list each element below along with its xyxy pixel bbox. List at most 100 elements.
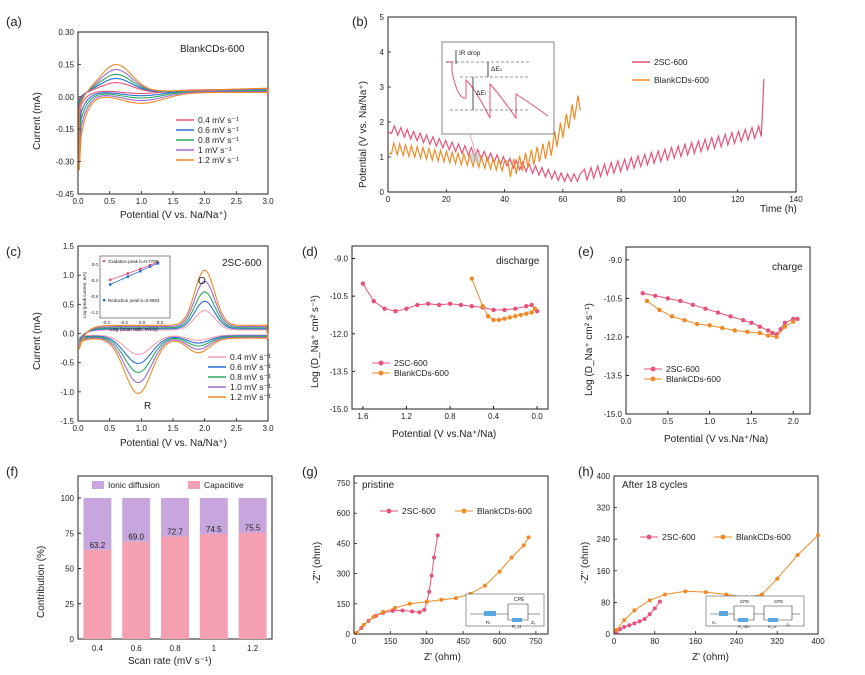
panel-g-ytick-label-3: 450 [337,539,351,548]
panel-e-legend-marker-0 [650,366,656,372]
panel-f-bar-label-4: 75.5 [245,524,261,533]
panel-e-series-0-point-6 [715,310,721,315]
panel-c-inset-ytick-0: 0.0 [92,262,99,267]
panel-c-inset-ox-point-1 [126,272,130,275]
panel-c-xtick-label-1: 0.5 [104,424,116,433]
panel-d-series-0-point-12 [491,307,496,313]
panel-d-series-1-point-10 [529,310,534,315]
panel-c-title: 2SC-600 [222,258,262,269]
panel-c-inset-red-point-1 [126,275,130,278]
panel-a-xtick-label-1: 0.5 [104,197,116,206]
panel-g-series-1-point-1 [361,622,366,627]
panel-e-series-0-point-3 [678,298,683,304]
panel-a-ytick-label-1: -0.30 [56,158,75,167]
panel-e-series-0-point-5 [703,306,708,311]
panel-b-xtick-label-6: 120 [731,195,745,204]
panel-c-inset-legend-red: Reduction peak b=0.9683 [108,298,160,303]
panel-b-series-1 [387,95,581,178]
panel-e-series-0-point-4 [690,302,696,308]
panel-c-ytick-label-1: -1.0 [60,388,74,397]
panel-e-xtick-label-4: 2.0 [788,417,800,426]
panel-e-series-1-point-10 [765,333,771,338]
panel-c-inset-ylabel: Log (peak current, mA) [82,271,87,318]
panel-h-legend-marker-0 [646,534,652,540]
panel-f-bar-label-3: 74.5 [206,525,222,534]
panel-f-ticks: 0 25 50 75 100 [61,494,81,644]
panel-c: (c) 2SC-600 0.0 0.5 1.0 1.5 2.0 2.5 3.0 -1.5 -1.… [6,242,274,449]
panel-d-series-0-point-3 [393,309,398,314]
panel-e-series-0-point-7 [728,314,733,319]
panel-e-xtick-label-2: 1.0 [704,417,716,426]
panel-e-series-1-point-4 [694,321,700,327]
panel-a-xtick-label-5: 2.5 [231,197,243,206]
panel-h-ytick-label-5: 400 [597,472,611,481]
panel-f-bar-diffusion-3 [199,498,228,534]
panel-g-ytick-label-4: 600 [337,509,351,518]
panel-b-inset-ir-drop: IR drop [459,50,481,57]
panel-a-legend-label-2: 0.8 mV s⁻¹ [198,135,239,145]
panel-f-bar-label-2: 72.7 [167,527,183,536]
panel-a-frame [77,31,269,195]
panel-g-series-1-point-8 [453,596,458,601]
panel-e-xtick-label-1: 0.5 [662,417,674,426]
panel-e-series-1-point-9 [757,330,763,336]
panel-h-circuit-rs [719,611,728,616]
panel-c-inset-legend-red-marker [103,299,106,302]
panel-f-ytick-label-4: 100 [61,494,75,503]
panel-g-circuit-rct [512,618,522,622]
panel-d-legend-marker-1 [378,370,384,376]
panel-b-ytick-label-4: 4 [380,48,385,57]
panel-g-circuit-cpe: CPE [514,597,525,603]
panel-d-ytick-label-4: -15.0 [330,405,349,414]
panel-g-ylabel: -Z'' (ohm) [312,542,323,584]
panel-d-legend-label-1: BlankCDs-600 [394,368,449,378]
panel-d-xtick-label-3: 0.4 [488,412,500,421]
panel-e-series-1-point-1 [657,307,662,313]
panel-h-series-0-point-8 [652,606,657,611]
panel-e-series-0-point-17 [795,316,800,322]
panel-g-legend: 2SC-600 BlankCDs-600 [380,506,532,516]
panel-b-xtick-label-1: 20 [442,195,451,204]
panel-e-xlabel: Potential (V vs.Na⁺/Na) [664,434,768,445]
panel-d-ylabel: Log (D_Na⁺ cm² s⁻¹) [310,295,321,388]
panel-c-inset-ytick-3: -1.2 [90,310,98,315]
panel-g-circuit-frame [465,593,545,627]
panel-h-xtick-label-0: 0 [612,637,617,646]
panel-b: (b) 0 20 40 60 80 100 120 140 0 1 2 3 4 5 IR drop ΔEₛ… [352,13,803,215]
panel-c-legend-label-1: 0.6 mV s⁻¹ [230,362,271,372]
panel-c-series-4 [78,269,269,395]
panel-c-inset-ox-point-0 [108,278,112,282]
panel-h-series-0-point-3 [627,623,632,628]
panel-e-ytick-label-1: -10.5 [604,294,623,303]
panel-c-xtick-label-2: 1.0 [136,424,148,433]
panel-b-ytick-label-0: 0 [380,188,385,197]
panel-g-label: (g) [302,464,318,479]
panel-c-ytick-label-3: 0.0 [63,330,75,339]
panel-c-inset-frame [99,255,171,319]
panel-a-ytick-label-4: 0.15 [58,60,74,69]
panel-h-series-1-point-1 [622,618,627,623]
panel-h-circuit-rs-label: Rₛ [712,620,717,625]
panel-f-legend-swatch-1 [188,481,200,489]
panel-f-legend-label-1: Capacitive [204,480,244,490]
panel-d-series-1-point-1 [480,303,485,309]
panel-h-series-1-point-12 [816,533,820,538]
panel-a-ylabel: Current (mA) [32,92,43,150]
panel-c-legend-label-2: 0.8 mV s⁻¹ [230,372,271,382]
panel-d-plot [360,276,540,323]
panel-h-xtick-label-5: 400 [811,637,825,646]
panel-d-ytick-label-3: -13.5 [330,367,349,376]
panel-d-xtick-label-2: 0.8 [444,412,456,421]
panel-h-series-0-point-9 [657,599,662,604]
panel-h-series-1-point-6 [703,590,708,595]
panel-e-series-1-point-3 [682,318,687,323]
panel-h-series-0-point-1 [618,627,623,632]
panel-f-legend-swatch-0 [92,481,104,489]
panel-b-ytick-label-3: 3 [380,83,385,92]
panel-g-series-1-point-7 [439,597,444,602]
panel-c-legend-label-4: 1.2 mV s⁻¹ [230,392,271,402]
panel-h-circuit-zw-label: Zᵥ [786,622,790,627]
panel-g-series-0-point-12 [429,573,434,578]
panel-d-title: discharge [496,256,540,267]
panel-h-circuit-wires [710,605,800,621]
